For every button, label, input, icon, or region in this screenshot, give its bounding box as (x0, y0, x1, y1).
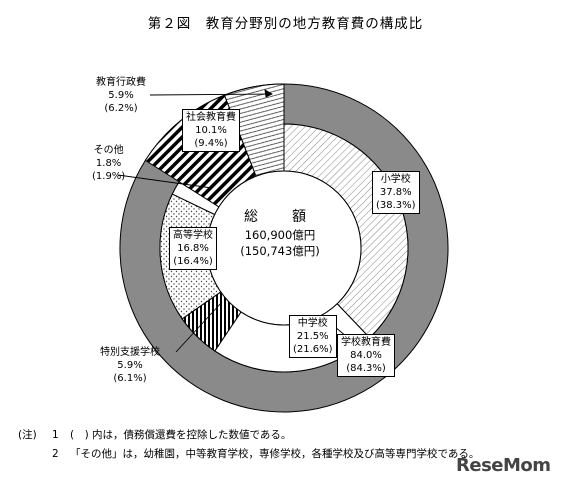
label-sonota-pct: 1.8% (95, 158, 122, 169)
label-tokubetsu: 特別支援学校 5.9% (6.1%) (100, 346, 160, 385)
label-tokubetsu-name: 特別支援学校 (100, 347, 160, 358)
footnote-2-text: 「その他」は，幼稚園，中等教育学校，専修学校，各種学校及び高等専門学校である。 (70, 448, 480, 460)
label-shougakkou-pct: 37.8% (379, 187, 412, 198)
label-gyousei-pct: 5.9% (108, 90, 134, 101)
footnote-1-number: 1 (52, 429, 59, 441)
label-gakkou-pct2: (84.3%) (346, 363, 386, 374)
footnote-2: 2 「その他」は，幼稚園，中等教育学校，専修学校，各種学校及び高等専門学校である。 (18, 445, 479, 464)
center-label: 総 額 (244, 209, 316, 225)
watermark-logo: ReseMom (456, 455, 551, 476)
label-shakai-pct2: (9.4%) (194, 138, 228, 149)
footnote-head: (注) (18, 429, 37, 441)
center-total: 総 額 160,900億円 (150,743億円) (225, 209, 335, 259)
label-chuugakkou-name: 中学校 (297, 318, 328, 329)
footnote-2-number: 2 (52, 448, 59, 460)
leader-line-2 (175, 301, 223, 353)
label-shougakkou: 小学校 37.8% (38.3%) (372, 171, 420, 214)
label-sonota-name: その他 (93, 145, 124, 156)
label-shakai-pct: 10.1% (195, 125, 227, 136)
label-koutou: 高等学校 16.8% (16.4%) (169, 227, 217, 270)
label-gakkou-pct: 84.0% (350, 350, 382, 361)
leader-line-1 (117, 174, 213, 189)
label-shougakkou-pct2: (38.3%) (376, 200, 416, 211)
chart-title: 第２図 教育分野別の地方教育費の構成比 (147, 16, 424, 32)
label-sonota: その他 1.8% (1.9%) (92, 144, 125, 183)
label-tokubetsu-pct: 5.9% (117, 360, 143, 371)
label-koutou-name: 高等学校 (173, 230, 213, 241)
label-sonota-pct2: (1.9%) (92, 171, 126, 182)
footnote-1: (注) 1 ( ) 内は，債務償還費を控除した数値である。 (18, 426, 479, 445)
label-koutou-pct2: (16.4%) (173, 256, 213, 267)
label-chuugakkou-pct2: (21.6%) (293, 344, 333, 355)
label-gakkou-name: 学校教育費 (341, 337, 391, 348)
label-shougakkou-name: 小学校 (380, 174, 411, 185)
label-shakai-name: 社会教育費 (186, 112, 236, 123)
label-chuugakkou: 中学校 21.5% (21.6%) (289, 315, 337, 358)
center-total-value: 160,900億円 (244, 228, 316, 242)
footnotes: (注) 1 ( ) 内は，債務償還費を控除した数値である。 2 「その他」は，幼稚園，… (18, 426, 479, 464)
label-gyousei: 教育行政費 5.9% (6.2%) (96, 76, 146, 115)
label-gyousei-pct2: (6.2%) (104, 103, 138, 114)
label-chuugakkou-pct: 21.5% (296, 331, 329, 342)
leader-line-0 (149, 93, 273, 96)
label-shakai: 社会教育費 10.1% (9.4%) (182, 109, 240, 152)
center-total-excl: (150,743億円) (240, 244, 320, 258)
label-gyousei-name: 教育行政費 (96, 77, 146, 88)
leader-arrowhead (264, 89, 273, 98)
label-gakkou: 学校教育費 84.0% (84.3%) (337, 334, 395, 377)
label-tokubetsu-pct2: (6.1%) (113, 373, 147, 384)
footnote-1-text: ( ) 内は，債務償還費を控除した数値である。 (70, 429, 292, 441)
label-koutou-pct: 16.8% (177, 243, 209, 254)
